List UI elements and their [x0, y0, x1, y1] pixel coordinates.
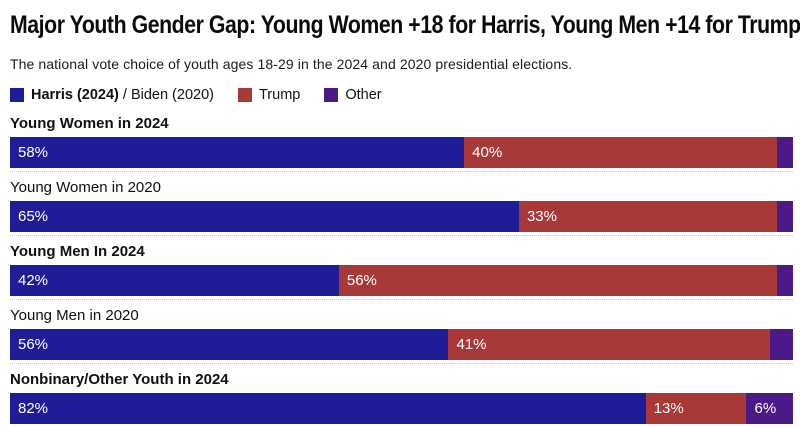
- bar-segment-trump: 41%: [448, 328, 770, 360]
- legend-label-other: Other: [345, 86, 382, 103]
- chart-title: Major Youth Gender Gap: Young Women +18 …: [10, 11, 800, 39]
- bar-segment-other: [777, 200, 793, 232]
- bar-segment-other: [777, 136, 793, 168]
- segment-value: 56%: [346, 271, 377, 289]
- other-swatch-icon: [324, 87, 339, 102]
- bar-row: Young Men In 2024 42% 56%: [10, 234, 793, 299]
- bar-row: Nonbinary/Other Youth in 2024 82% 13% 6%: [10, 362, 793, 427]
- bar-segment-harris: 56%: [10, 328, 449, 360]
- trump-swatch-icon: [237, 87, 252, 102]
- legend-label-harris: Harris (2024): [31, 86, 119, 103]
- bar-segment-other: [769, 328, 793, 360]
- bar-segment-harris: 42%: [10, 264, 339, 296]
- row-label: Young Women in 2024: [10, 114, 169, 132]
- stacked-bar: 58% 40%: [10, 136, 793, 168]
- legend-label-biden: / Biden (2020): [118, 86, 214, 103]
- bar-segment-other: 6%: [746, 392, 793, 424]
- bar-segment-trump: 13%: [645, 392, 747, 424]
- segment-value: 65%: [18, 207, 49, 225]
- bar-segment-trump: 56%: [338, 264, 778, 296]
- segment-value: 56%: [18, 335, 49, 353]
- segment-value: 33%: [526, 207, 557, 225]
- stacked-bar: 56% 41%: [10, 328, 793, 360]
- bar-segment-trump: 40%: [464, 136, 778, 168]
- bar-segment-harris: 82%: [10, 392, 646, 424]
- row-label: Young Women in 2020: [10, 178, 161, 196]
- segment-value: 13%: [653, 399, 684, 417]
- legend-item-trump: Trump: [237, 86, 301, 103]
- segment-value: 6%: [754, 399, 777, 417]
- chart-subtitle: The national vote choice of youth ages 1…: [10, 55, 573, 72]
- segment-value: 41%: [456, 335, 487, 353]
- stacked-bar: 82% 13% 6%: [10, 392, 793, 424]
- segment-value: 82%: [18, 399, 49, 417]
- bar-segment-other: [777, 264, 793, 296]
- bar-row: Young Women in 2024 58% 40%: [10, 115, 793, 171]
- segment-value: 40%: [472, 143, 503, 161]
- bar-rows: Young Women in 2024 58% 40% Young Women i…: [10, 115, 793, 427]
- bar-segment-harris: 65%: [10, 200, 519, 232]
- harris-swatch-icon: [10, 87, 24, 102]
- segment-value: 58%: [18, 143, 49, 161]
- bar-segment-trump: 33%: [518, 200, 778, 232]
- bar-row: Young Women in 2020 65% 33%: [10, 170, 793, 235]
- legend-item-harris: Harris (2024) / Biden (2020): [10, 87, 214, 103]
- bar-segment-harris: 58%: [10, 136, 465, 168]
- segment-value: 42%: [18, 271, 49, 289]
- stacked-bar: 42% 56%: [10, 264, 793, 296]
- legend: Harris (2024) / Biden (2020) Trump Other: [10, 87, 793, 103]
- legend-label-trump: Trump: [258, 86, 301, 103]
- row-label: Young Men in 2020: [10, 306, 139, 324]
- bar-row: Young Men in 2020 56% 41%: [10, 298, 793, 363]
- legend-item-other: Other: [324, 86, 382, 103]
- row-label: Young Men In 2024: [10, 242, 145, 260]
- row-label: Nonbinary/Other Youth in 2024: [10, 370, 229, 388]
- stacked-bar: 65% 33%: [10, 200, 793, 232]
